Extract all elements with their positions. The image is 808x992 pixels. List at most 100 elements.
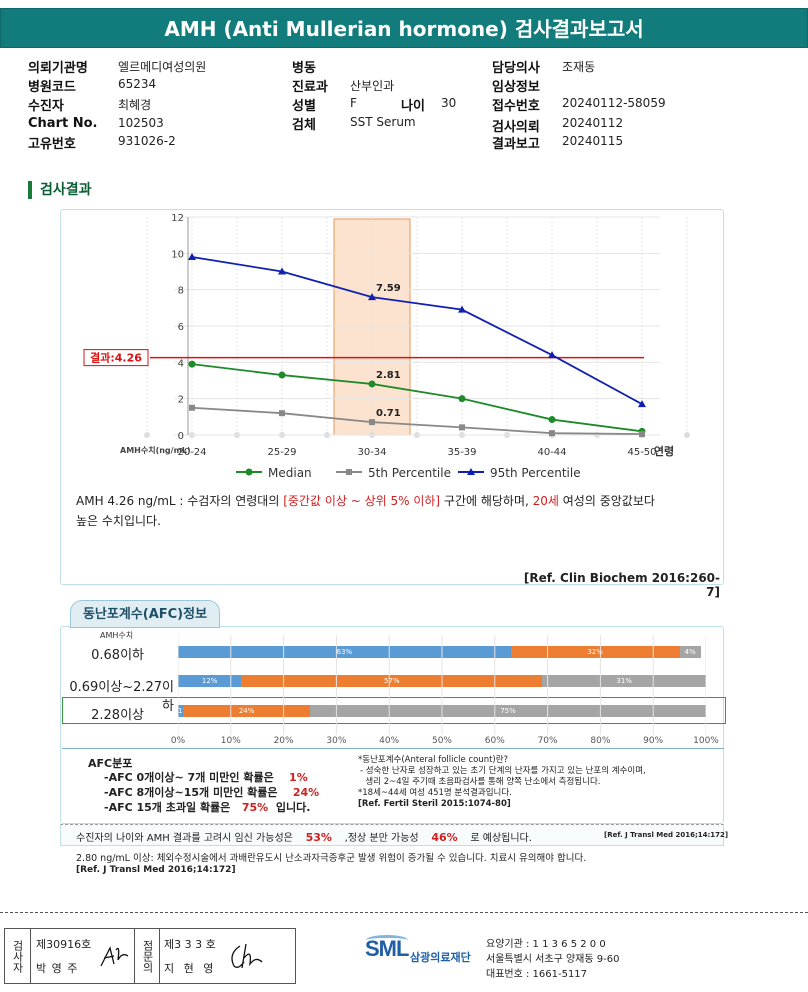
info-value: SST Serum xyxy=(350,115,416,129)
data-label: 0.71 xyxy=(376,408,401,419)
afc-x-tick: 70% xyxy=(537,736,558,746)
afc-tab[interactable]: 동난포계수(AFC)정보 xyxy=(70,600,220,628)
age-value: 30 xyxy=(441,96,457,110)
info-label: 담당의사 xyxy=(492,61,540,76)
afc-gridlines xyxy=(177,635,707,735)
inspector-no: 제30916호 xyxy=(36,938,92,951)
afc-x-tick: 50% xyxy=(431,736,452,746)
info-value: 조재동 xyxy=(562,60,596,74)
data-point xyxy=(188,252,196,260)
pregnancy-part: ,정상 분만 가능성 xyxy=(344,833,419,844)
afc-bar-segment: 75% xyxy=(309,705,706,717)
reviewer-name: 지 현 영 xyxy=(164,962,217,975)
legend-label: 95th Percentile xyxy=(490,466,581,480)
info-value: 최혜경 xyxy=(118,98,152,112)
afc-x-tick: 0% xyxy=(170,736,186,746)
afc-def-ref: [Ref. Fertil Steril 2015:1074-80] xyxy=(358,799,511,809)
afc-bar: 1%24%75% xyxy=(178,705,706,717)
section-title: 검사결과 xyxy=(28,181,92,199)
x-tick-label: 30-34 xyxy=(357,447,386,458)
afc-dist-text: -AFC 0개이상~ 7개 미만인 확률은 xyxy=(104,771,274,784)
info-label: 의뢰기관명 xyxy=(28,61,88,76)
report-title: AMH (Anti Mullerian hormone) 검사결과보고서 xyxy=(0,8,808,48)
delivery-rate: 46% xyxy=(431,831,458,844)
data-point xyxy=(188,360,196,368)
afc-row-label: 0.69이상~2.27이하 xyxy=(69,680,174,714)
warning-ref: [Ref. J Transl Med 2016;14:172] xyxy=(76,865,236,875)
data-label: 2.81 xyxy=(376,370,401,381)
inspector-name: 박 영 주 xyxy=(36,962,79,975)
data-point xyxy=(369,419,375,426)
afc-bar: 12% 57% 31% xyxy=(178,675,706,687)
info-value: 931026-2 xyxy=(118,134,176,148)
afc-dist-text: -AFC 15개 초과일 확률은 xyxy=(104,801,231,814)
legend-label: Median xyxy=(268,466,312,480)
interpretation-part: 여성의 중앙값보다 xyxy=(558,494,655,508)
reviewer-signature xyxy=(231,943,263,969)
afc-row-label: 2.28이상 xyxy=(91,708,144,723)
pregnancy-box xyxy=(60,824,724,846)
info-label: 수진자 xyxy=(28,99,64,114)
afc-dist-title: AFC분포 xyxy=(88,757,133,770)
afc-bar-segment: 12% xyxy=(178,675,242,687)
afc-dist-item: -AFC 15개 초과일 확률은 75% 입니다. xyxy=(104,800,319,815)
afc-bar-segment: 24% xyxy=(183,705,310,717)
x-tick-label: 35-39 xyxy=(447,447,476,458)
info-label: 진료과 xyxy=(292,80,328,95)
x-tick-label: 45-50 xyxy=(627,447,656,458)
data-point xyxy=(458,305,466,313)
afc-dist-text: -AFC 8개이상~15개 미만인 확률은 xyxy=(104,786,278,799)
afc-dist-tail: 입니다. xyxy=(275,801,311,814)
logo-arc xyxy=(366,935,408,945)
afc-x-tick: 80% xyxy=(590,736,611,746)
data-point xyxy=(548,416,556,424)
afc-bar-segment: 4% xyxy=(679,646,701,658)
info-label: 결과보고 xyxy=(492,137,540,152)
interpretation-part: AMH 4.26 ng/mL : 수검자의 연령대의 xyxy=(76,494,284,508)
afc-bar-segment: 57% xyxy=(241,675,543,687)
legend-marker xyxy=(245,468,253,476)
x-axis-suffix: 연령 xyxy=(654,444,674,458)
data-point xyxy=(459,424,465,431)
pregnancy-ref: [Ref. J Transl Med 2016;14:172] xyxy=(604,831,729,839)
pregnancy-part: 로 예상됩니다. xyxy=(470,833,532,844)
info-value: 20240112-58059 xyxy=(562,96,666,110)
afc-def-line: - 성숙한 난자로 성장하고 있는 초기 단계의 난자를 가지고 있는 난포의 … xyxy=(360,766,646,776)
agency-no: 요양기관 : 1 1 3 6 5 2 0 0 xyxy=(486,939,606,950)
y-tick-label: 10 xyxy=(171,249,184,260)
info-label: 성별 xyxy=(292,99,316,114)
pregnancy-part: 수진자의 나이와 AMH 결과를 고려시 임신 가능성은 xyxy=(76,833,293,844)
series-line-1 xyxy=(191,406,643,435)
data-point xyxy=(639,431,645,438)
afc-dist-item: -AFC 8개이상~15개 미만인 확률은 24% xyxy=(104,785,319,800)
x-tick-label: 25-29 xyxy=(267,447,296,458)
data-point xyxy=(638,400,646,408)
data-point xyxy=(548,351,556,359)
afc-dist-item: -AFC 0개이상~ 7개 미만인 확률은 1% xyxy=(104,770,319,785)
lab-phone: 대표번호 : 1661-5117 xyxy=(486,969,588,980)
divider xyxy=(62,748,724,749)
result-label: 결과:4.26 xyxy=(90,351,142,365)
afc-bar: 63% 32% 4% xyxy=(178,646,706,658)
info-label: 임상정보 xyxy=(492,80,540,95)
signature-box xyxy=(4,928,296,984)
legend-marker xyxy=(346,469,352,475)
interpretation-range: [중간값 이상 ~ 상위 5% 이하] xyxy=(283,494,441,508)
afc-x-tick: 100% xyxy=(693,736,719,746)
data-label: 7.59 xyxy=(376,283,401,294)
legend-marker xyxy=(467,468,475,475)
chart-reference: [Ref. Clin Biochem 2016:260-7] xyxy=(523,571,720,599)
afc-def-line: *18세~44세 여성 451명 분석결과입니다. xyxy=(358,788,512,798)
afc-row-highlight xyxy=(62,697,726,724)
interpretation-text: AMH 4.26 ng/mL : 수검자의 연령대의 [중간값 이상 ~ 상위 … xyxy=(76,491,728,531)
y-tick-label: 12 xyxy=(171,213,184,224)
afc-bar-segment: 1% xyxy=(178,705,184,717)
afc-def-line: 생리 2~4일 주기때 초음파검사를 통해 양쪽 난소에서 측정됩니다. xyxy=(360,777,601,787)
reviewer-no: 제3 3 3 호 xyxy=(164,938,216,951)
lab-info: 요양기관 : 1 1 3 6 5 2 0 0 서울특별시 서초구 양재동 9-6… xyxy=(486,937,619,982)
info-value: 산부인과 xyxy=(350,79,395,93)
afc-x-tick: 60% xyxy=(484,736,505,746)
inspector-signature xyxy=(100,946,129,967)
y-tick-label: 6 xyxy=(178,322,184,333)
data-point xyxy=(189,404,195,411)
